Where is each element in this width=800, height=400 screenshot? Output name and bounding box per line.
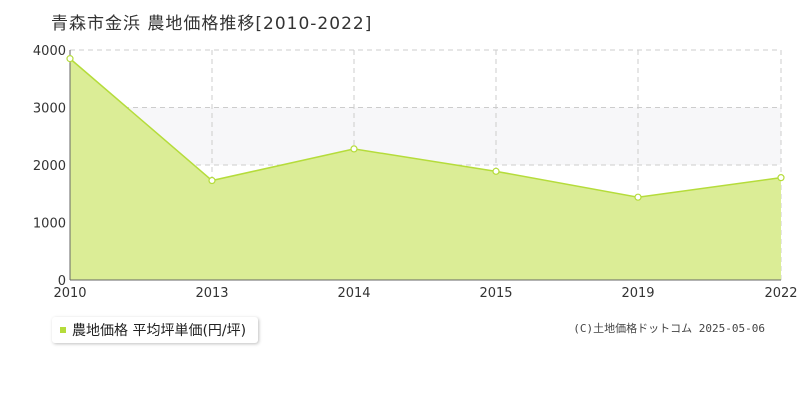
series-area bbox=[70, 58, 781, 280]
legend-swatch bbox=[60, 327, 66, 333]
x-tick-label: 2015 bbox=[479, 286, 512, 301]
x-tick-label: 2013 bbox=[195, 286, 228, 301]
x-tick-label: 2014 bbox=[337, 286, 370, 301]
data-point bbox=[66, 55, 74, 63]
chart-title: 青森市金浜 農地価格推移[2010-2022] bbox=[51, 14, 373, 34]
legend: 農地価格 平均坪単価(円/坪) bbox=[52, 317, 259, 343]
data-point bbox=[492, 167, 500, 175]
x-tick-label: 2019 bbox=[621, 286, 654, 301]
plot-band bbox=[70, 107, 781, 165]
data-point bbox=[208, 176, 216, 185]
y-tick-label: 4000 bbox=[33, 44, 66, 59]
x-tick-label: 2010 bbox=[53, 286, 86, 301]
y-tick-label: 2000 bbox=[33, 159, 66, 174]
y-tick-label: 3000 bbox=[33, 102, 66, 117]
y-tick-label: 0 bbox=[58, 274, 66, 289]
x-tick-label: 2022 bbox=[764, 286, 797, 301]
legend-label: 農地価格 平均坪単価(円/坪) bbox=[72, 323, 247, 339]
data-point bbox=[777, 174, 785, 182]
data-point bbox=[350, 145, 358, 153]
copyright-text: (C)土地価格ドットコム 2025-05-06 bbox=[573, 322, 765, 335]
series-line bbox=[69, 58, 782, 198]
y-tick-label: 1000 bbox=[33, 217, 66, 232]
data-point bbox=[634, 193, 642, 201]
